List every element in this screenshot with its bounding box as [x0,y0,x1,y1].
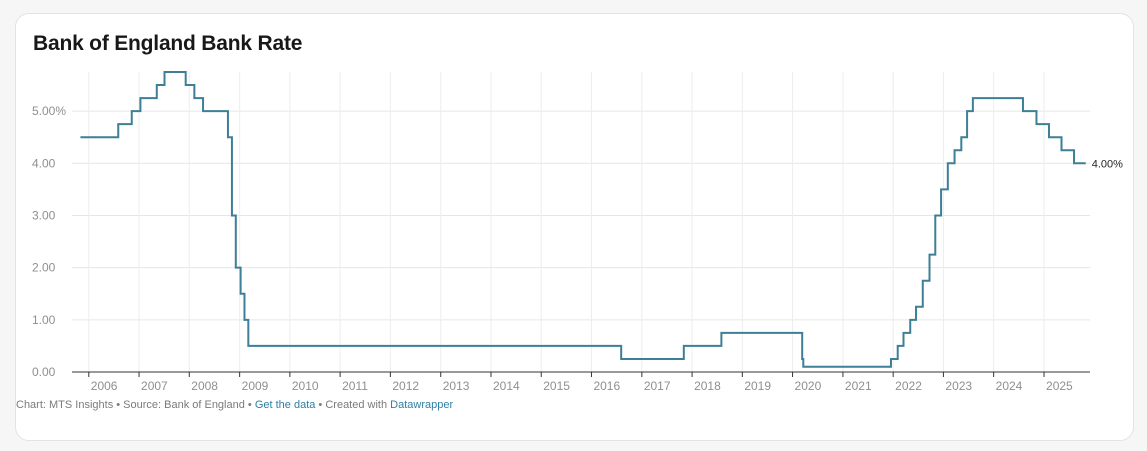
series-line-bank-rate[interactable] [80,71,1086,368]
x-tick-label: 2006 [91,379,118,393]
y-tick-label: 3.00 [32,208,56,222]
chart-title: Bank of England Bank Rate [33,32,303,55]
x-tick-label: 2009 [242,379,269,393]
end-value-label: 4.00% [1092,158,1123,170]
grid-lines [72,72,1090,372]
datawrapper-link[interactable]: Datawrapper [390,399,454,411]
x-tick-label: 2013 [443,379,470,393]
x-tick-label: 2024 [996,379,1023,393]
y-tick-label: 2.00 [32,261,56,275]
x-tick-label: 2022 [895,379,922,393]
x-tick-label: 2008 [191,379,218,393]
footer-source: Chart: MTS Insights • Source: Bank of En… [16,399,255,411]
x-tick-label: 2019 [744,379,771,393]
footer-created-with: • Created with [315,399,391,411]
x-tick-label: 2012 [392,379,419,393]
y-axis: 0.00 1.00 2.00 3.00 4.00 5.00% [32,104,66,379]
x-tick-label: 2007 [141,379,168,393]
x-tick-label: 2020 [795,379,822,393]
y-tick-label: 1.00 [32,313,56,327]
y-tick-label: 0.00 [32,365,56,379]
y-tick-label: 4.00 [32,156,56,170]
x-tick-label: 2014 [493,379,520,393]
get-the-data-link[interactable]: Get the data [254,399,316,411]
y-tick-label: 5.00% [32,104,66,118]
x-tick-label: 2025 [1046,379,1073,393]
x-tick-label: 2023 [945,379,972,393]
x-axis: 2006 2007 2008 2009 2010 2011 2012 2013 2014 2015… [88,372,1073,393]
x-tick-label: 2015 [543,379,570,393]
x-tick-label: 2016 [593,379,620,393]
chart-card: Bank of England Bank Rate [15,13,1134,441]
chart-footer: Chart: MTS Insights • Source: Bank of En… [16,399,453,411]
x-tick-label: 2011 [342,379,368,393]
x-tick-label: 2021 [845,379,872,393]
x-tick-label: 2018 [694,379,721,393]
x-tick-label: 2010 [292,379,319,393]
x-tick-label: 2017 [644,379,671,393]
